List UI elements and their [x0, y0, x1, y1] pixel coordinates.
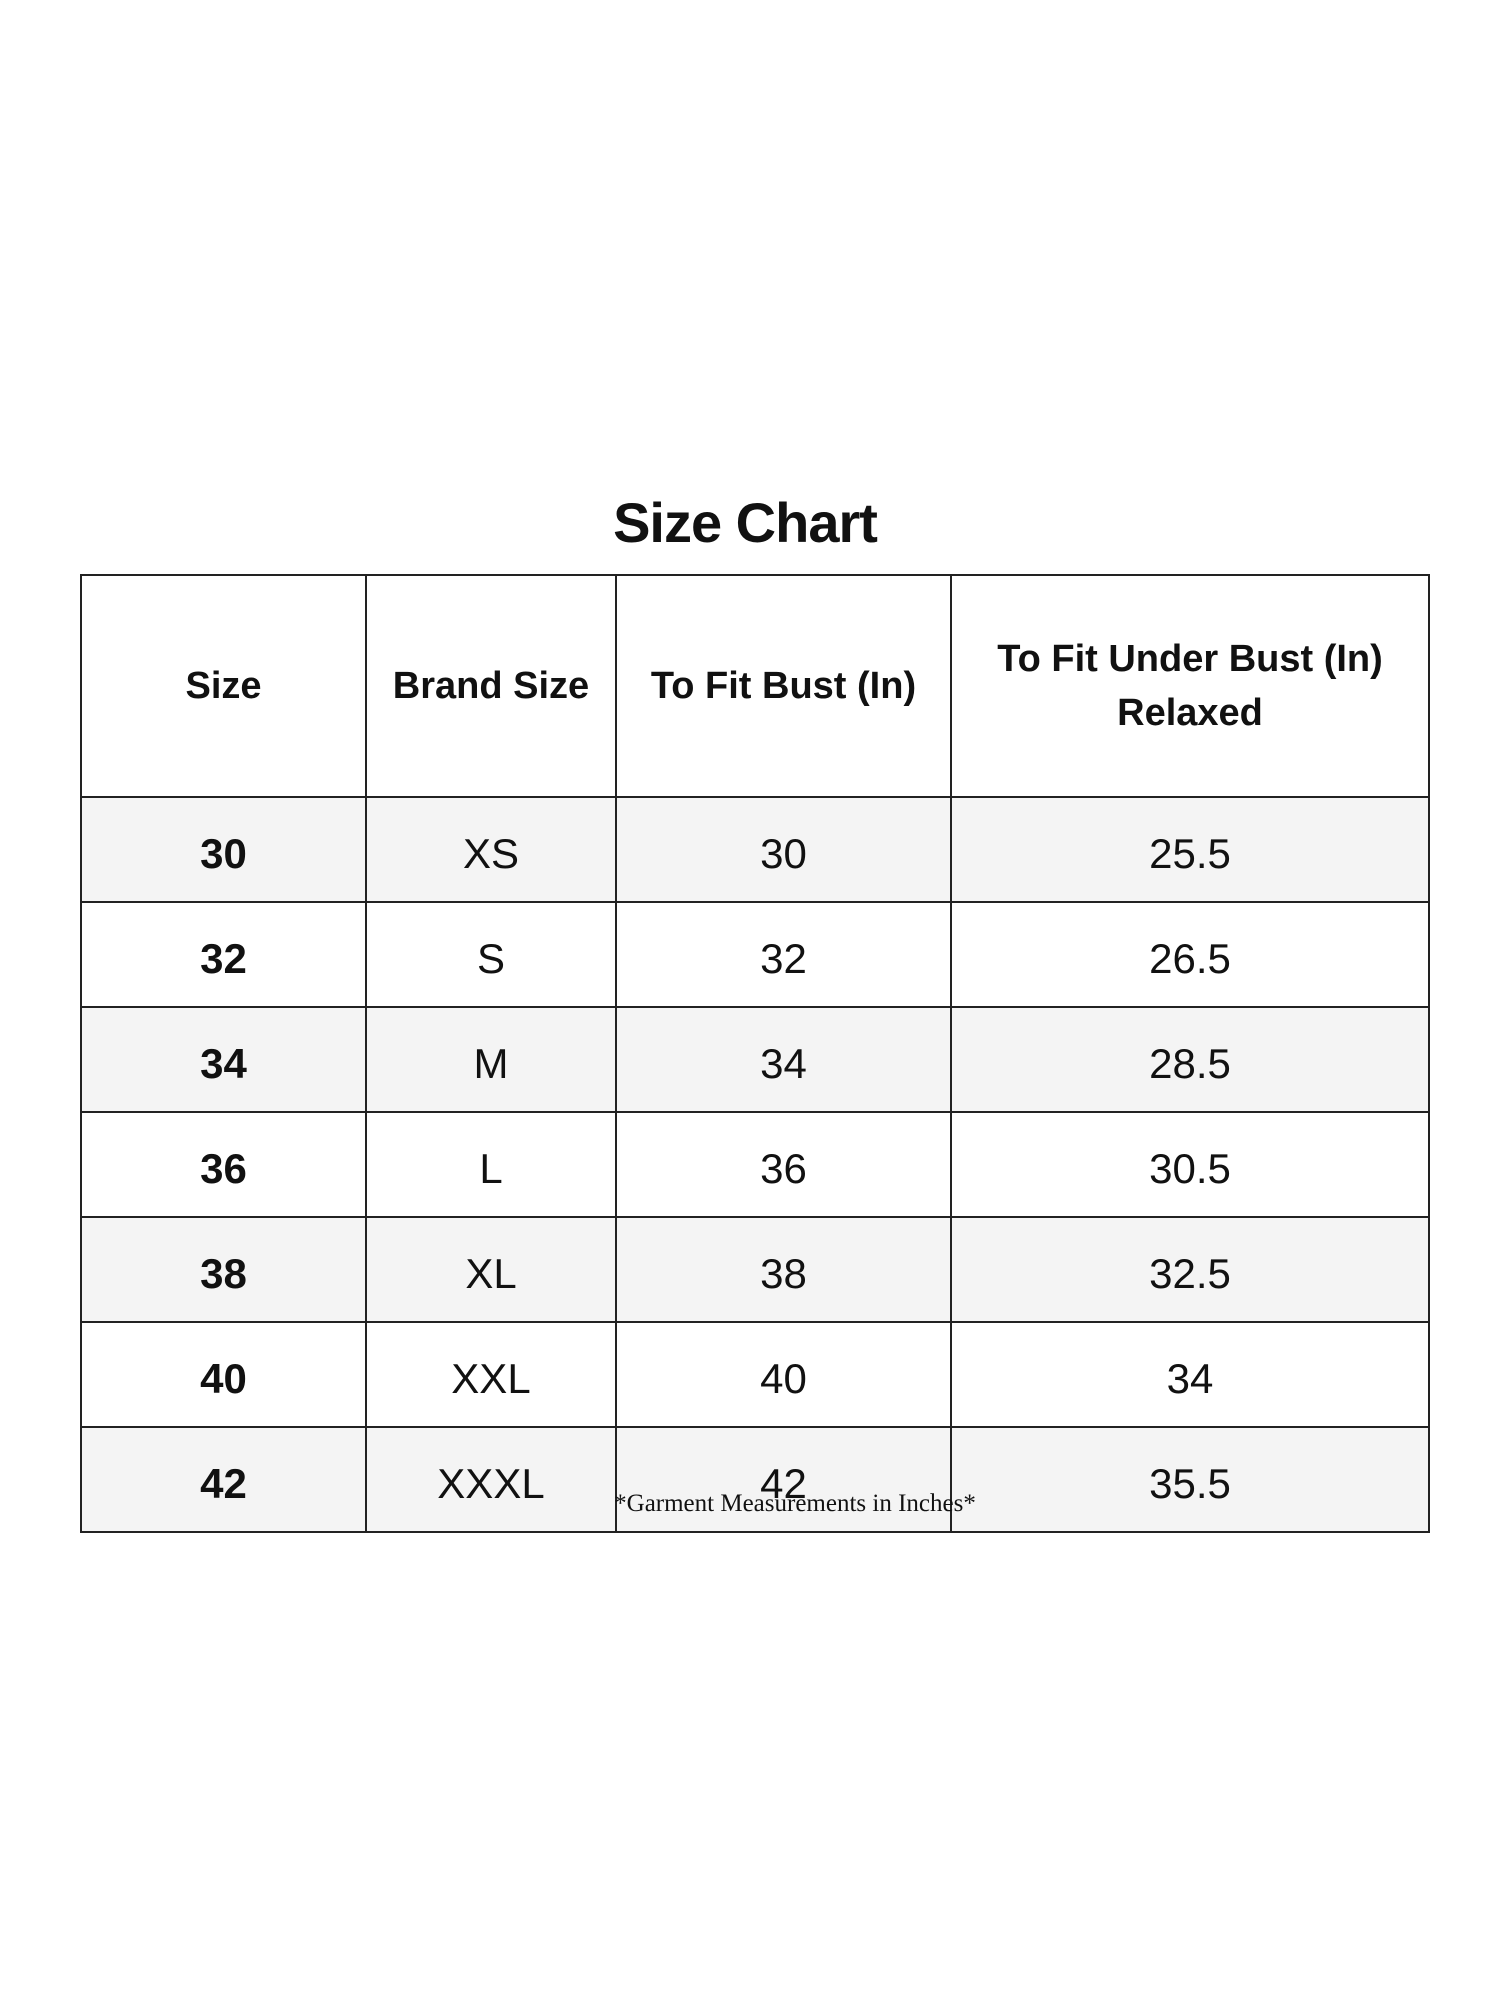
cell-bust: 42 [615, 1426, 952, 1533]
cell-under-bust: 32.5 [950, 1216, 1430, 1323]
cell-bust: 38 [615, 1216, 952, 1323]
cell-bust: 36 [615, 1111, 952, 1218]
cell-bust: 30 [615, 796, 952, 903]
cell-size: 34 [80, 1006, 367, 1113]
page-title: Size Chart [613, 491, 878, 554]
table-row: 30 XS 30 25.5 [80, 796, 1430, 903]
table-row: 40 XXL 40 34 [80, 1321, 1430, 1428]
cell-size: 36 [80, 1111, 367, 1218]
table-row: 34 M 34 28.5 [80, 1006, 1430, 1113]
header-brand-size: Brand Size [365, 574, 617, 798]
table-row: 32 S 32 26.5 [80, 901, 1430, 1008]
cell-brand-size: M [365, 1006, 617, 1113]
header-size: Size [80, 574, 367, 798]
cell-size: 40 [80, 1321, 367, 1428]
cell-brand-size: XS [365, 796, 617, 903]
header-relaxed-label: Relaxed [1117, 692, 1263, 734]
cell-bust: 32 [615, 901, 952, 1008]
cell-under-bust: 26.5 [950, 901, 1430, 1008]
cell-under-bust: 28.5 [950, 1006, 1430, 1113]
header-under-bust: To Fit Under Bust (In) Relaxed [950, 574, 1430, 798]
cell-brand-size: XXXL [365, 1426, 617, 1533]
cell-bust: 40 [615, 1321, 952, 1428]
cell-size: 32 [80, 901, 367, 1008]
header-under-bust-label: To Fit Under Bust (In) [997, 638, 1383, 680]
cell-under-bust: 25.5 [950, 796, 1430, 903]
cell-under-bust: 30.5 [950, 1111, 1430, 1218]
cell-size: 42 [80, 1426, 367, 1533]
cell-brand-size: XL [365, 1216, 617, 1323]
table-row: 36 L 36 30.5 [80, 1111, 1430, 1218]
header-row: Size Brand Size To Fit Bust (In) To Fit … [80, 574, 1430, 798]
cell-under-bust: 35.5 [950, 1426, 1430, 1533]
table-row: 42 XXXL 42 35.5 [80, 1426, 1430, 1533]
footnote: *Garment Measurements in Inches* [614, 1490, 976, 1517]
cell-bust: 34 [615, 1006, 952, 1113]
size-chart-table: Size Brand Size To Fit Bust (In) To Fit … [80, 574, 1430, 1533]
header-bust: To Fit Bust (In) [615, 574, 952, 798]
cell-brand-size: L [365, 1111, 617, 1218]
table-row: 38 XL 38 32.5 [80, 1216, 1430, 1323]
cell-brand-size: S [365, 901, 617, 1008]
cell-brand-size: XXL [365, 1321, 617, 1428]
cell-under-bust: 34 [950, 1321, 1430, 1428]
cell-size: 30 [80, 796, 367, 903]
cell-size: 38 [80, 1216, 367, 1323]
